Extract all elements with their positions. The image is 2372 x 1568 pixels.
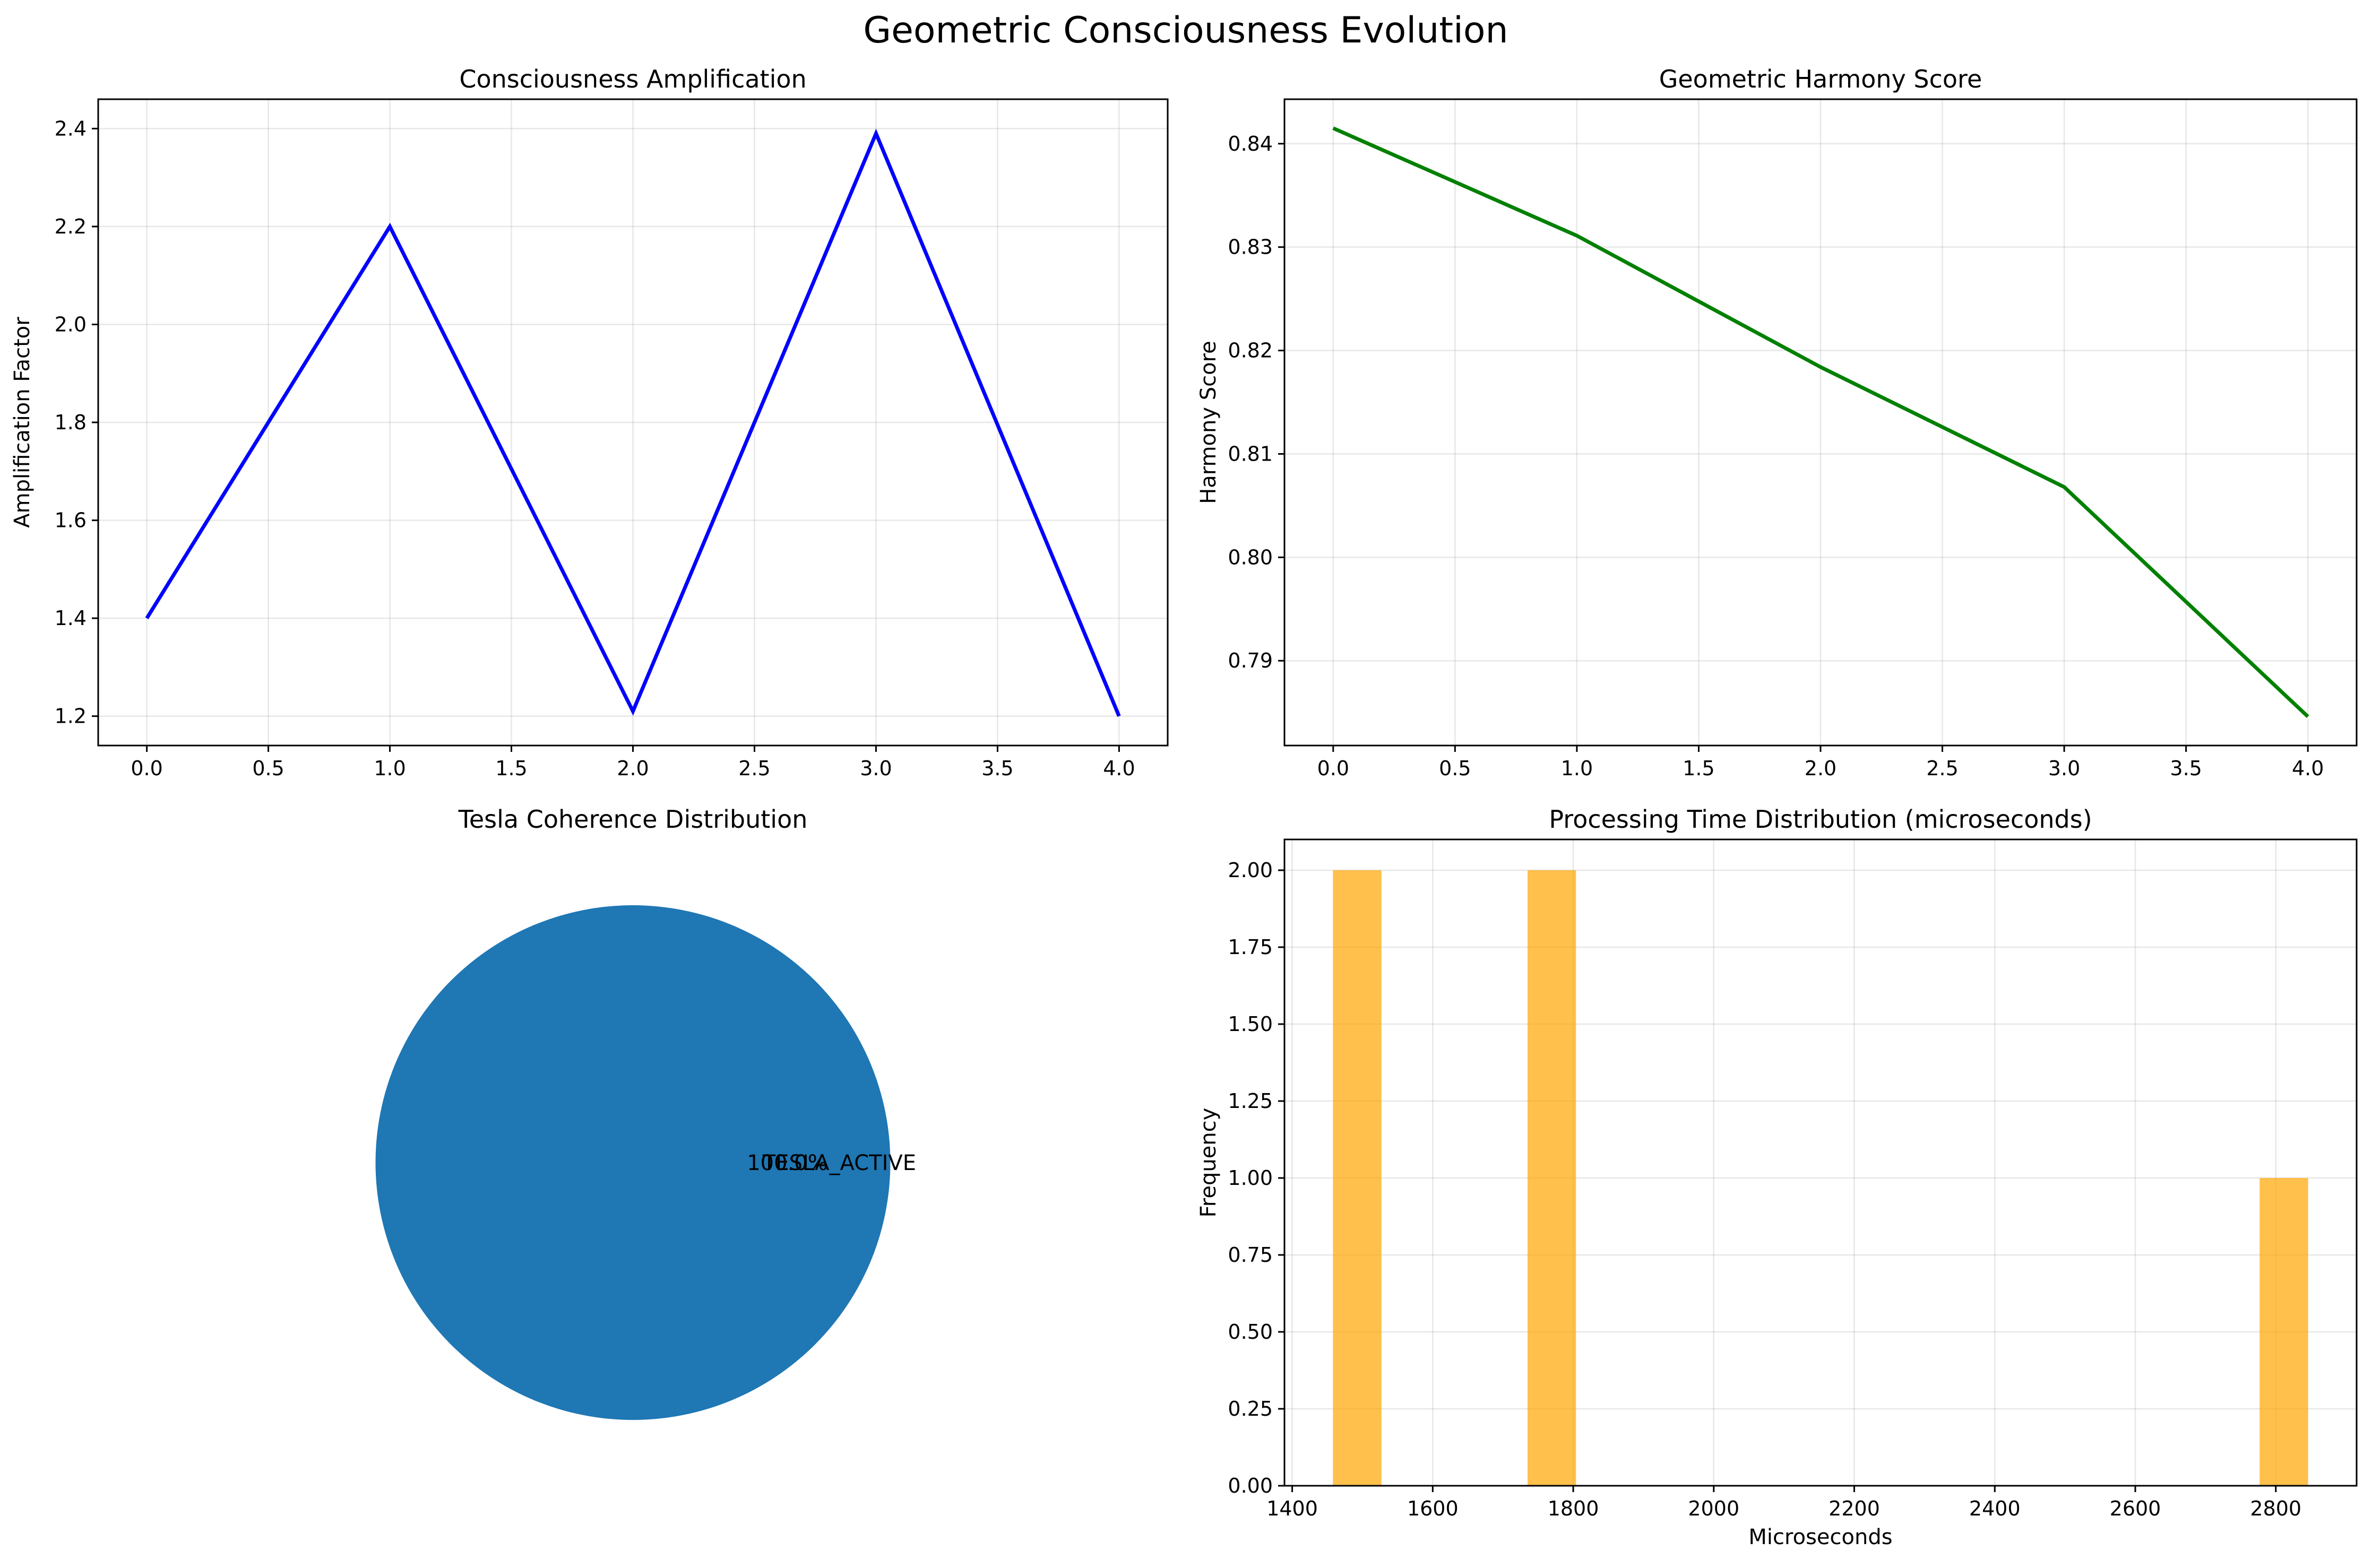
x-tick-label: 3.0 xyxy=(2048,757,2080,780)
x-tick-label: 1.0 xyxy=(374,757,406,780)
x-axis-label: Microseconds xyxy=(1748,1525,1892,1549)
y-axis: 0.00 0.25 0.50 0.75 1.00 1.25 1.50 1.75 2.00 xyxy=(1228,859,2357,1497)
panel-title: Processing Time Distribution (microsecon… xyxy=(1549,805,2092,834)
x-tick-label: 3.5 xyxy=(2170,757,2202,780)
y-axis: 1.2 1.4 1.6 1.8 2.0 2.2 2.4 xyxy=(55,117,1168,728)
x-axis: 0.0 0.5 1.0 1.5 2.0 2.5 3.0 3.5 4.0 xyxy=(1317,99,2324,780)
y-tick-label: 0.25 xyxy=(1228,1397,1273,1420)
x-tick-label: 0.5 xyxy=(1439,757,1471,780)
histogram-bar xyxy=(1528,870,1576,1486)
figure-title: Geometric Consciousness Evolution xyxy=(863,10,1508,51)
x-tick-label: 2.0 xyxy=(1805,757,1836,780)
y-tick-label: 0.80 xyxy=(1228,545,1273,569)
y-axis: 0.79 0.80 0.81 0.82 0.83 0.84 xyxy=(1228,132,2357,672)
x-tick-label: 4.0 xyxy=(1103,757,1135,780)
x-tick-label: 3.0 xyxy=(860,757,892,780)
y-tick-label: 0.83 xyxy=(1228,236,1273,259)
histogram-bar xyxy=(2259,1178,2308,1486)
x-tick-label: 3.5 xyxy=(981,757,1013,780)
y-tick-label: 1.8 xyxy=(55,411,87,434)
y-tick-label: 0.81 xyxy=(1228,442,1273,465)
y-tick-label: 1.25 xyxy=(1228,1089,1273,1113)
series-line xyxy=(1332,126,2309,718)
panel-title: Tesla Coherence Distribution xyxy=(458,805,808,834)
pie-slice-label: TESLA_ACTIVE xyxy=(762,1151,916,1175)
x-tick-label: 1400 xyxy=(1266,1497,1318,1520)
series-line xyxy=(145,128,1121,717)
x-tick-label: 1.5 xyxy=(1683,757,1714,780)
pie-percent-label: 100.0% xyxy=(747,1151,828,1175)
y-axis-label: Harmony Score xyxy=(1196,341,1221,504)
x-tick-label: 2.0 xyxy=(617,757,649,780)
x-tick-label: 2.5 xyxy=(738,757,770,780)
y-tick-label: 1.4 xyxy=(55,607,87,630)
y-tick-label: 0.79 xyxy=(1228,649,1273,672)
y-axis-label: Frequency xyxy=(1196,1108,1221,1218)
pie-slice xyxy=(375,905,891,1420)
x-tick-label: 2600 xyxy=(2110,1497,2161,1520)
x-tick-label: 2000 xyxy=(1688,1497,1739,1520)
processing-time-histogram: Processing Time Distribution (microsecon… xyxy=(1196,805,2358,1549)
x-tick-label: 1.0 xyxy=(1561,757,1593,780)
y-tick-label: 0.50 xyxy=(1228,1320,1273,1344)
y-axis-label: Amplification Factor xyxy=(10,317,34,528)
x-tick-label: 0.0 xyxy=(1317,757,1349,780)
y-tick-label: 1.00 xyxy=(1228,1166,1273,1190)
x-axis: 1400 1600 1800 2000 2200 2400 2600 2800 xyxy=(1266,839,2301,1520)
amplification-line-chart: Consciousness Amplification 0.0 0.5 1.0 1.5 2… xyxy=(10,65,1169,780)
histogram-bar xyxy=(1333,870,1382,1486)
x-tick-label: 2.5 xyxy=(1926,757,1958,780)
y-tick-label: 2.00 xyxy=(1228,859,1273,882)
y-tick-label: 0.82 xyxy=(1228,339,1273,362)
y-tick-label: 0.00 xyxy=(1228,1474,1273,1497)
y-tick-label: 0.75 xyxy=(1228,1243,1273,1267)
x-tick-label: 2200 xyxy=(1828,1497,1880,1520)
y-tick-label: 1.2 xyxy=(55,705,87,728)
axes-frame xyxy=(1283,98,2358,747)
y-tick-label: 0.84 xyxy=(1228,132,1273,155)
x-tick-label: 1800 xyxy=(1548,1497,1599,1520)
y-tick-label: 2.4 xyxy=(55,117,87,140)
x-tick-label: 0.0 xyxy=(131,757,162,780)
y-tick-label: 1.75 xyxy=(1228,935,1273,959)
axes-frame xyxy=(97,98,1169,747)
panel-title: Consciousness Amplification xyxy=(459,65,806,93)
x-tick-label: 1.5 xyxy=(495,757,527,780)
x-tick-label: 2800 xyxy=(2250,1497,2301,1520)
x-axis: 0.0 0.5 1.0 1.5 2.0 2.5 3.0 3.5 4.0 xyxy=(131,99,1135,780)
x-tick-label: 1600 xyxy=(1407,1497,1459,1520)
axes-frame xyxy=(1283,838,2358,1487)
y-tick-label: 1.50 xyxy=(1228,1012,1273,1036)
y-tick-label: 1.6 xyxy=(55,509,87,532)
panel-title: Geometric Harmony Score xyxy=(1659,65,1982,93)
x-tick-label: 0.5 xyxy=(252,757,284,780)
harmony-line-chart: Geometric Harmony Score 0.0 0.5 1.0 1.5 2.0 2.… xyxy=(1196,65,2358,780)
y-tick-label: 2.0 xyxy=(55,313,87,336)
x-tick-label: 4.0 xyxy=(2292,757,2324,780)
y-tick-label: 2.2 xyxy=(55,215,87,238)
x-tick-label: 2400 xyxy=(1969,1497,2021,1520)
coherence-pie-chart: Tesla Coherence Distribution TESLA_ACTIVE… xyxy=(375,805,916,1420)
